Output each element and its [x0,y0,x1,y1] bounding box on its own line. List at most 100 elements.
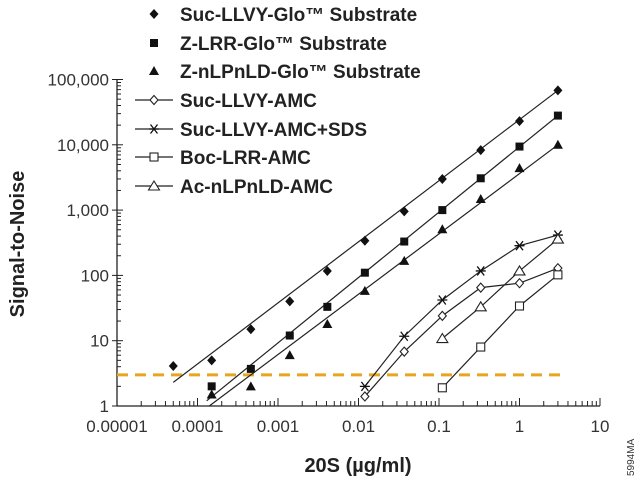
series-line [364,267,559,397]
x-axis-title: 20S (µg/ml) [304,455,411,477]
series-2 [206,111,562,402]
data-point [207,382,216,391]
y-tick-label: 100,000 [48,71,109,90]
data-point [285,331,294,340]
series-3 [206,139,563,407]
legend-item-6: Boc-LRR-AMC [135,148,311,169]
series-5 [359,230,563,392]
data-point [400,237,409,246]
legend-label: Boc-LRR-AMC [180,148,311,169]
data-point [399,346,409,357]
trend-line [172,89,559,383]
data-point [360,235,370,246]
series-7 [435,233,565,344]
data-point [476,282,486,293]
series-4 [360,262,563,402]
data-point [475,193,486,203]
data-point [168,360,178,371]
legend-marker [149,9,159,19]
data-point [553,111,562,120]
y-tick-label: 1,000 [66,201,109,220]
data-point [322,265,332,276]
legend-marker [149,66,159,75]
legend-marker [147,179,161,191]
data-point [284,350,295,360]
data-point [553,85,563,96]
y-tick-label: 10 [90,332,109,351]
data-point [513,264,526,276]
data-point [359,285,370,295]
data-point [437,224,448,234]
data-point [476,342,486,352]
data-point [322,319,333,329]
asterisk-strokes [359,381,370,392]
data-point [514,277,525,289]
data-point [474,300,488,312]
trend-line [206,115,559,402]
series-layer [168,85,565,407]
data-point [438,206,447,215]
y-axis-title: Signal-to-Noise [7,171,29,318]
series-6 [437,270,563,393]
data-point [475,266,486,276]
data-point [437,310,448,322]
legend-item-5: Suc-LLVY-AMC+SDS [135,120,367,141]
data-point [245,381,256,391]
x-tick-label: 0.01 [342,417,375,436]
data-point [206,389,217,399]
data-point [399,255,410,265]
figure-code: 5994MA [626,438,637,476]
legend-marker [149,152,159,162]
data-point [515,142,524,151]
x-tick-label: 0.00001 [86,417,147,436]
legend-label: Suc-LLVY-AMC [180,91,317,112]
data-point [285,296,295,307]
data-point [399,331,410,342]
series-line [441,274,559,389]
data-point [246,324,256,335]
data-point [360,268,369,277]
asterisk-strokes [514,240,525,251]
data-point [476,174,485,183]
x-tick-label: 10 [591,417,610,436]
data-point [551,233,565,244]
data-point [435,332,449,344]
data-point [437,173,447,184]
legend-marker [150,39,158,47]
data-point [514,163,525,173]
legend-item-1: Suc-LLVY-Glo™ Substrate [149,5,417,26]
x-tick-label: 1 [515,417,524,436]
data-point [514,240,525,251]
legend-item-7: Ac-nLPnLD-AMC [135,177,333,198]
data-point [360,391,370,402]
legend-label: Z-LRR-Glo™ Substrate [180,34,387,55]
legend-label: Suc-LLVY-Glo™ Substrate [180,5,417,26]
asterisk-strokes [399,331,410,342]
data-point [323,302,332,311]
x-tick-label: 0.001 [257,417,300,436]
data-point [359,381,370,392]
asterisk-strokes [475,266,486,276]
x-tick-label: 0.0001 [172,417,224,436]
data-point [246,364,255,373]
data-point [437,295,448,305]
data-point [207,355,217,366]
trend-line [208,144,559,407]
data-point [399,206,409,217]
axes: 0.00001 0.0001 0.001 0.01 0.1 1 10 1 10 100 1,000 1… [48,71,610,437]
data-point [437,383,447,393]
data-point [515,116,524,127]
y-tick-label: 100 [81,266,109,285]
series-line [441,238,559,339]
legend-label: Z-nLPnLD-Glo™ Substrate [180,62,421,83]
legend-marker [149,94,159,106]
legend-label: Suc-LLVY-AMC+SDS [180,120,367,141]
data-point [476,145,486,156]
series-1 [168,85,563,383]
x-tick-label: 0.1 [427,417,451,436]
legend: Suc-LLVY-Glo™ Substrate Z-LRR-Glo™ Substr… [135,5,421,198]
y-tick-label: 1 [100,397,109,416]
legend-marker [149,124,159,134]
series-line [364,234,559,387]
